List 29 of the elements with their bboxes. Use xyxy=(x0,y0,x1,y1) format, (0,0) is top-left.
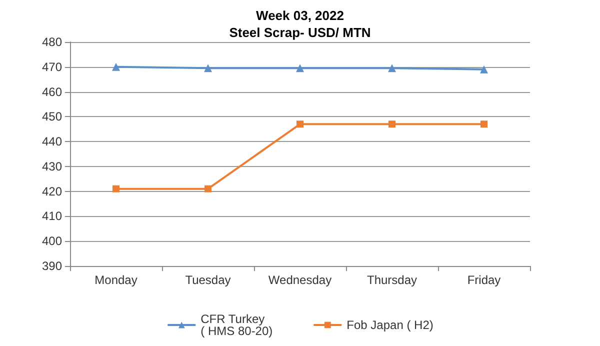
point xyxy=(112,62,120,71)
y-tick-label: 430 xyxy=(42,159,62,174)
y-tick-label: 400 xyxy=(42,234,62,248)
x-tick-label: Thursday xyxy=(366,273,418,287)
legend-label: Fob Japan ( H2) xyxy=(346,318,434,332)
x-tick-label: Wednesday xyxy=(268,273,332,287)
y-tick-label: 460 xyxy=(42,84,62,99)
point xyxy=(480,65,488,74)
chart-subtitle: Steel Scrap- USD/ MTN xyxy=(229,25,371,40)
y-tick-label: 420 xyxy=(42,184,62,198)
point xyxy=(480,120,488,128)
point xyxy=(112,185,120,192)
y-tick-label: 440 xyxy=(42,134,62,149)
x-tick-label: Friday xyxy=(467,273,501,287)
chart-title: Week 03, 2022 xyxy=(256,8,344,23)
x-tick-label: Tuesday xyxy=(185,273,231,287)
y-tick-label: 470 xyxy=(42,60,62,74)
point xyxy=(204,185,212,192)
y-tick-label: 480 xyxy=(42,35,62,49)
y-tick-label: 410 xyxy=(42,209,62,224)
x-tick-label: Monday xyxy=(94,273,138,287)
point xyxy=(388,64,396,72)
point xyxy=(296,120,304,128)
y-tick-label: 390 xyxy=(42,259,62,273)
point xyxy=(388,120,396,128)
point xyxy=(204,64,212,72)
point xyxy=(296,64,304,72)
y-tick-label: 450 xyxy=(42,110,62,124)
legend-label: CFR Turkey ( HMS 80-20) xyxy=(200,312,273,338)
